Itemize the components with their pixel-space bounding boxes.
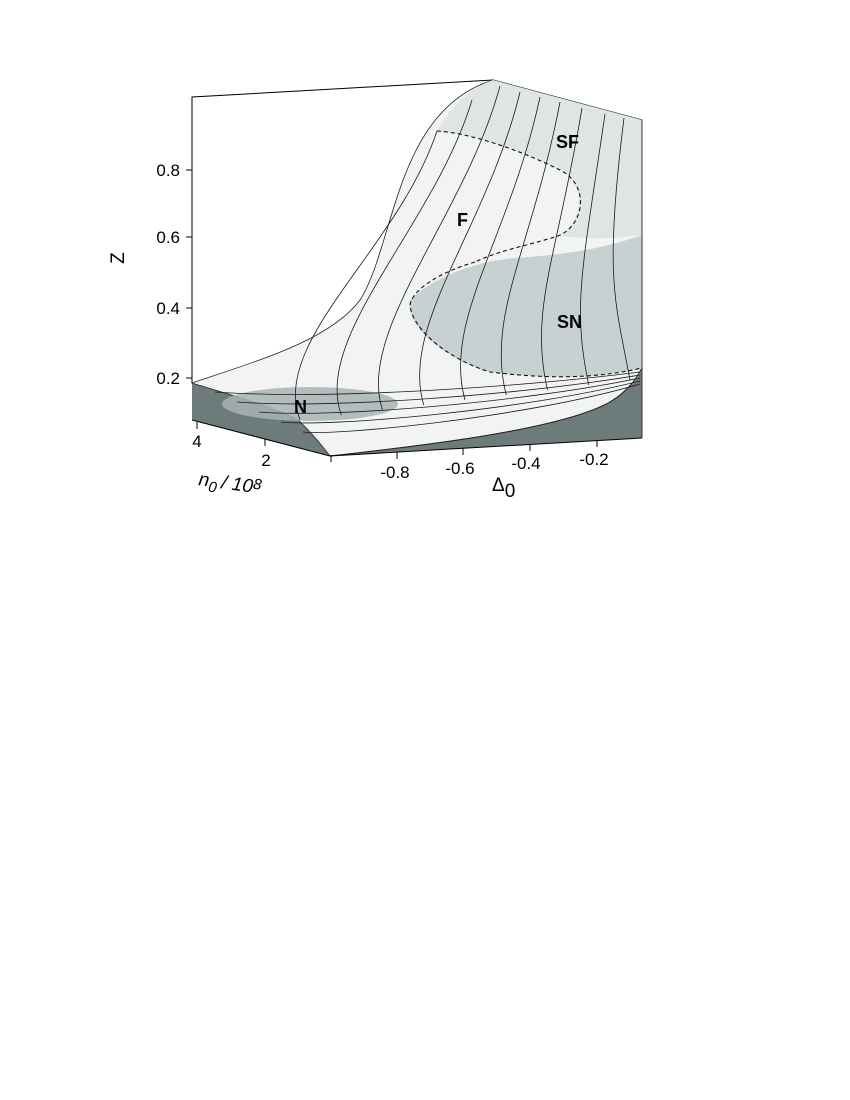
region-sf-fill (437, 80, 642, 239)
region-label-n: N (294, 397, 307, 417)
z-tick-label: 0.8 (156, 161, 180, 180)
n-axis-title: n0/ 108 (197, 468, 264, 503)
n-axis-line (191, 419, 331, 457)
z-tick-label: 0.6 (156, 228, 180, 247)
surface-contour-line (295, 130, 438, 421)
surface-contour-line (419, 91, 521, 406)
delta-tick-label: -0.8 (380, 463, 409, 482)
n-axis-title-base: n (197, 469, 210, 491)
floor-contour-line (280, 380, 641, 424)
delta-axis: -0.8 -0.6 -0.4 -0.2 Δ0 (329, 437, 643, 502)
surface-contours (214, 85, 641, 433)
surface-front-edge (329, 367, 643, 457)
n-axis-title-sub: 0 (207, 479, 218, 497)
delta-tick-label: -0.4 (511, 454, 540, 473)
region-label-sn: SN (557, 312, 582, 332)
delta-axis-title: Δ0 (492, 475, 515, 502)
n-tick-label: 4 (192, 432, 201, 451)
n-axis: 4 2 n0/ 108 (191, 419, 331, 503)
z-axis: 0.8 0.6 0.4 0.2 Z (108, 161, 192, 388)
surface-contour-line (541, 107, 583, 391)
delta-tick-label: -0.2 (579, 450, 608, 469)
n-tick-label: 2 (261, 451, 270, 470)
right-side-wall (330, 120, 642, 456)
region-sn-fill (409, 235, 642, 377)
floor-contour-line (302, 383, 641, 433)
boundary-f-sf (436, 130, 581, 263)
delta-axis-title-base: Δ (492, 475, 505, 496)
delta-axis-line (329, 437, 643, 457)
z-tick-label: 0.4 (156, 299, 180, 318)
n-axis-title-rest: / 10 (218, 472, 255, 498)
surface-contour-line (612, 117, 631, 381)
boundary-sn (409, 261, 643, 378)
surface-contour-line (580, 113, 606, 386)
surface-contour-line (378, 85, 501, 411)
delta-tick-label: -0.6 (445, 459, 474, 478)
region-label-sf: SF (556, 132, 579, 152)
floor-contour-line (258, 377, 641, 414)
surface-contour-line (336, 99, 473, 416)
floor-contour-line (236, 374, 641, 405)
delta-axis-title-sub: 0 (505, 481, 516, 502)
surface-contour-line (460, 96, 541, 401)
z-tick-label: 0.2 (156, 369, 180, 388)
surface-contour-line (500, 101, 561, 396)
region-label-f: F (457, 210, 468, 230)
n-axis-title-sup: 8 (252, 476, 263, 494)
floor-contour-line (214, 371, 641, 395)
z-axis-title: Z (108, 252, 129, 264)
